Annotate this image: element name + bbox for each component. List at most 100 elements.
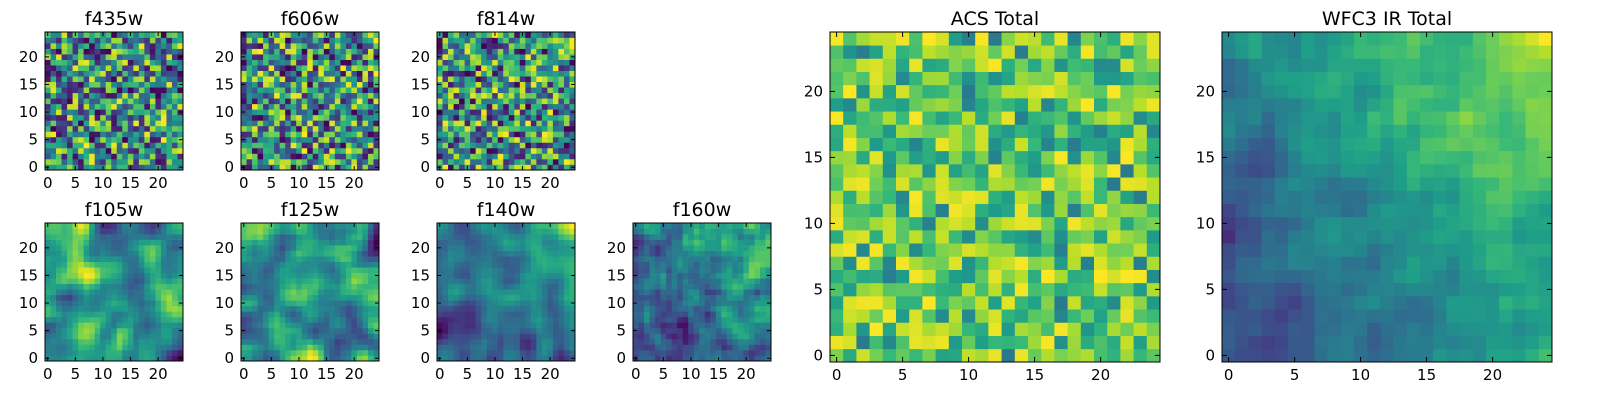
- heatmap-cell: [464, 109, 471, 116]
- heatmap-cell: [367, 344, 374, 351]
- heatmap-cell: [312, 87, 319, 94]
- heatmap-cell: [89, 109, 96, 116]
- heatmap-cell: [94, 37, 101, 44]
- heatmap-cell: [660, 278, 667, 285]
- heatmap-cell: [547, 37, 554, 44]
- heatmap-cell: [715, 344, 722, 351]
- heatmap-cell: [909, 282, 923, 297]
- heatmap-cell: [475, 37, 482, 44]
- heatmap-cell: [492, 305, 499, 312]
- heatmap-cell: [481, 223, 488, 229]
- heatmap-cell: [558, 228, 565, 235]
- heatmap-cell: [442, 153, 449, 160]
- heatmap-cell: [279, 228, 286, 235]
- heatmap-cell: [334, 76, 341, 83]
- heatmap-cell: [257, 289, 264, 296]
- heatmap-cell: [721, 283, 728, 290]
- heatmap-cell: [508, 311, 515, 318]
- heatmap-cell: [569, 256, 576, 262]
- heatmap-cell: [329, 327, 336, 334]
- heatmap-cell: [459, 305, 465, 312]
- heatmap-cell: [486, 142, 493, 149]
- heatmap-cell: [547, 147, 554, 154]
- heatmap-cell: [279, 355, 286, 362]
- heatmap-cell: [356, 278, 363, 285]
- heatmap-cell: [759, 267, 766, 274]
- heatmap-cell: [307, 103, 314, 110]
- heatmap-cell: [307, 54, 314, 60]
- heatmap-cell: [541, 76, 548, 83]
- heatmap-cell: [448, 54, 454, 60]
- heatmap-cell: [100, 338, 107, 345]
- heatmap-cell: [329, 164, 336, 171]
- heatmap-cell: [497, 245, 504, 251]
- heatmap-cell: [442, 245, 449, 251]
- heatmap-cell: [935, 256, 950, 270]
- heatmap-cell: [1041, 164, 1055, 178]
- heatmap-cell: [116, 256, 123, 262]
- heatmap-cell: [541, 261, 548, 268]
- heatmap-cell: [935, 282, 950, 297]
- heatmap-cell: [257, 158, 264, 165]
- heatmap-cell: [345, 32, 352, 38]
- heatmap-cell: [351, 109, 358, 116]
- heatmap-cell: [122, 256, 129, 262]
- heatmap-cell: [345, 70, 352, 77]
- heatmap-cell: [257, 87, 264, 94]
- heatmap-cell: [922, 348, 936, 363]
- heatmap-cell: [514, 223, 521, 229]
- heatmap-cell: [296, 228, 303, 235]
- heatmap-cell: [127, 305, 134, 312]
- heatmap-cell: [301, 70, 308, 77]
- heatmap-cell: [296, 267, 303, 274]
- heatmap-cell: [257, 76, 264, 83]
- heatmap-cell: [285, 245, 292, 251]
- heatmap-cell: [552, 327, 559, 334]
- heatmap-cell: [307, 153, 314, 160]
- heatmap-cell: [530, 70, 537, 77]
- heatmap-cell: [296, 300, 303, 307]
- heatmap-cell: [442, 92, 449, 99]
- heatmap-cell: [89, 261, 96, 268]
- heatmap-cell: [975, 177, 989, 191]
- heatmap-cell: [279, 322, 286, 329]
- heatmap-cell: [508, 344, 515, 351]
- heatmap-cell: [268, 76, 275, 83]
- heatmap-cell: [503, 234, 510, 240]
- heatmap-cell: [144, 103, 151, 110]
- heatmap-cell: [149, 223, 156, 229]
- heatmap-cell: [541, 153, 548, 160]
- heatmap-cell: [138, 142, 145, 149]
- heatmap-cell: [1001, 348, 1016, 363]
- heatmap-cell: [345, 109, 352, 116]
- heatmap-cell: [1028, 203, 1042, 218]
- heatmap-cell: [318, 164, 325, 171]
- heatmap-cell: [89, 283, 96, 290]
- heatmap-cell: [536, 333, 543, 340]
- heatmap-cell: [693, 234, 700, 240]
- heatmap-cell: [437, 338, 443, 345]
- heatmap-cell: [1001, 282, 1016, 297]
- heatmap-cell: [503, 250, 510, 257]
- heatmap-cell: [263, 70, 269, 77]
- heatmap-cell: [166, 338, 173, 345]
- heatmap-cell: [334, 98, 341, 105]
- heatmap-cell: [448, 164, 454, 171]
- heatmap-cell: [541, 327, 548, 334]
- heatmap-cell: [290, 278, 297, 285]
- heatmap-cell: [166, 283, 173, 290]
- heatmap-cell: [481, 294, 488, 301]
- heatmap-cell: [323, 43, 330, 49]
- heatmap-cell: [644, 355, 650, 362]
- heatmap-cell: [61, 59, 68, 66]
- heatmap-cell: [94, 114, 101, 121]
- heatmap-cell: [464, 250, 471, 257]
- heatmap-cell: [351, 322, 358, 329]
- heatmap-cell: [268, 261, 275, 268]
- heatmap-cell: [116, 245, 123, 251]
- heatmap-cell: [334, 223, 341, 229]
- heatmap-cell: [693, 311, 700, 318]
- heatmap-cell: [660, 344, 667, 351]
